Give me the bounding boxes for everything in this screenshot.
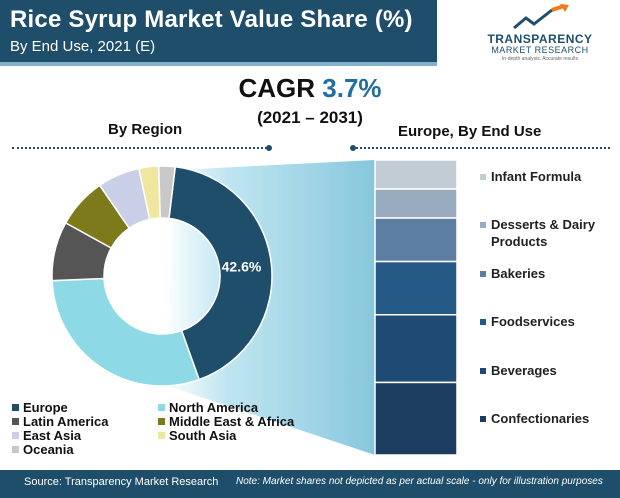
legend-item-north-america: North America xyxy=(158,400,258,415)
legend-item-middle-east-and-africa: Middle East & Africa xyxy=(158,414,294,429)
legend-swatch xyxy=(158,418,165,425)
legend-label: Latin America xyxy=(23,414,109,429)
europe-divider-end xyxy=(350,145,356,151)
stack-segment-confectionaries xyxy=(374,381,458,456)
logo-name: TRANSPARENCY xyxy=(487,32,593,46)
legend-swatch xyxy=(158,404,165,411)
source-text: Source: Transparency Market Research xyxy=(24,476,219,488)
stack-label-beverages: Beverages xyxy=(491,363,557,378)
stack-label-bakeries: Bakeries xyxy=(491,266,546,281)
stack-legend-bullet xyxy=(480,319,486,325)
legend-item-latin-america: Latin America xyxy=(12,414,109,429)
europe-section-title: Europe, By End Use xyxy=(398,123,542,140)
legend-label: Europe xyxy=(23,400,68,415)
donut-slice-north-america xyxy=(51,277,201,387)
legend-swatch xyxy=(12,446,19,453)
legend-item-oceania: Oceania xyxy=(12,442,74,457)
stack-label-foodservices: Foodservices xyxy=(491,314,575,329)
logo-tagline: In-depth analysis. Accurate results xyxy=(501,56,579,62)
legend-label: Oceania xyxy=(23,442,74,457)
stack-label-desserts-and-dairy-products: Desserts & Dairy Products xyxy=(491,217,596,249)
stack-segment-foodservices xyxy=(374,260,458,316)
cagr-years: (2021 – 2031) xyxy=(257,108,363,127)
logo-sub: MARKET RESEARCH xyxy=(491,45,589,55)
cagr-value: 3.7% xyxy=(322,73,382,103)
legend-swatch xyxy=(12,418,19,425)
stack-legend-bullet xyxy=(480,416,486,422)
legend-item-europe: Europe xyxy=(12,400,68,415)
stack-legend-bullet xyxy=(480,174,486,180)
stack-segment-beverages xyxy=(374,314,458,384)
chart-subtitle: By End Use, 2021 (E) xyxy=(10,38,156,55)
stack-segment-desserts-and-dairy-products xyxy=(374,188,458,219)
legend-swatch xyxy=(12,404,19,411)
legend-item-south-asia: South Asia xyxy=(158,428,236,443)
logo-arrow-icon xyxy=(513,4,569,30)
cagr-heading: CAGR 3.7% xyxy=(0,73,620,104)
donut-data-label-europe: 42.6% xyxy=(222,259,262,275)
chart-title: Rice Syrup Market Value Share (%) xyxy=(10,6,413,33)
stack-label-confectionaries: Confectionaries xyxy=(491,411,590,426)
legend-label: Middle East & Africa xyxy=(169,414,295,429)
footer-band: Source: Transparency Market Research Not… xyxy=(0,470,620,498)
legend-label: North America xyxy=(169,400,259,415)
region-divider-end xyxy=(266,145,272,151)
stack-segment-bakeries xyxy=(374,217,458,263)
header-stripe xyxy=(0,62,437,66)
stack-label-infant-formula: Infant Formula xyxy=(491,169,582,184)
stack-segment-infant-formula xyxy=(374,159,458,190)
header-band: Rice Syrup Market Value Share (%) By End… xyxy=(0,0,437,62)
stack-legend-bullet xyxy=(480,368,486,374)
region-section-title: By Region xyxy=(108,121,183,138)
legend-label: South Asia xyxy=(169,428,237,443)
legend-swatch xyxy=(12,432,19,439)
cagr-label: CAGR xyxy=(238,73,316,103)
europe-divider xyxy=(356,147,610,149)
donut-slice-europe xyxy=(168,165,273,381)
legend-item-east-asia: East Asia xyxy=(12,428,81,443)
donut-slice-oceania xyxy=(157,165,177,220)
stack-legend-bullet xyxy=(480,222,486,228)
footer-note: Note: Market shares not depicted as per … xyxy=(236,476,603,487)
legend-label: East Asia xyxy=(23,428,82,443)
company-logo: TRANSPARENCY MARKET RESEARCH In-depth an… xyxy=(470,4,610,66)
region-donut-chart: 42.6% xyxy=(51,165,273,387)
legend-swatch xyxy=(158,432,165,439)
europe-stacked-bar xyxy=(374,159,458,456)
region-divider xyxy=(12,147,267,149)
stack-legend-bullet xyxy=(480,271,486,277)
